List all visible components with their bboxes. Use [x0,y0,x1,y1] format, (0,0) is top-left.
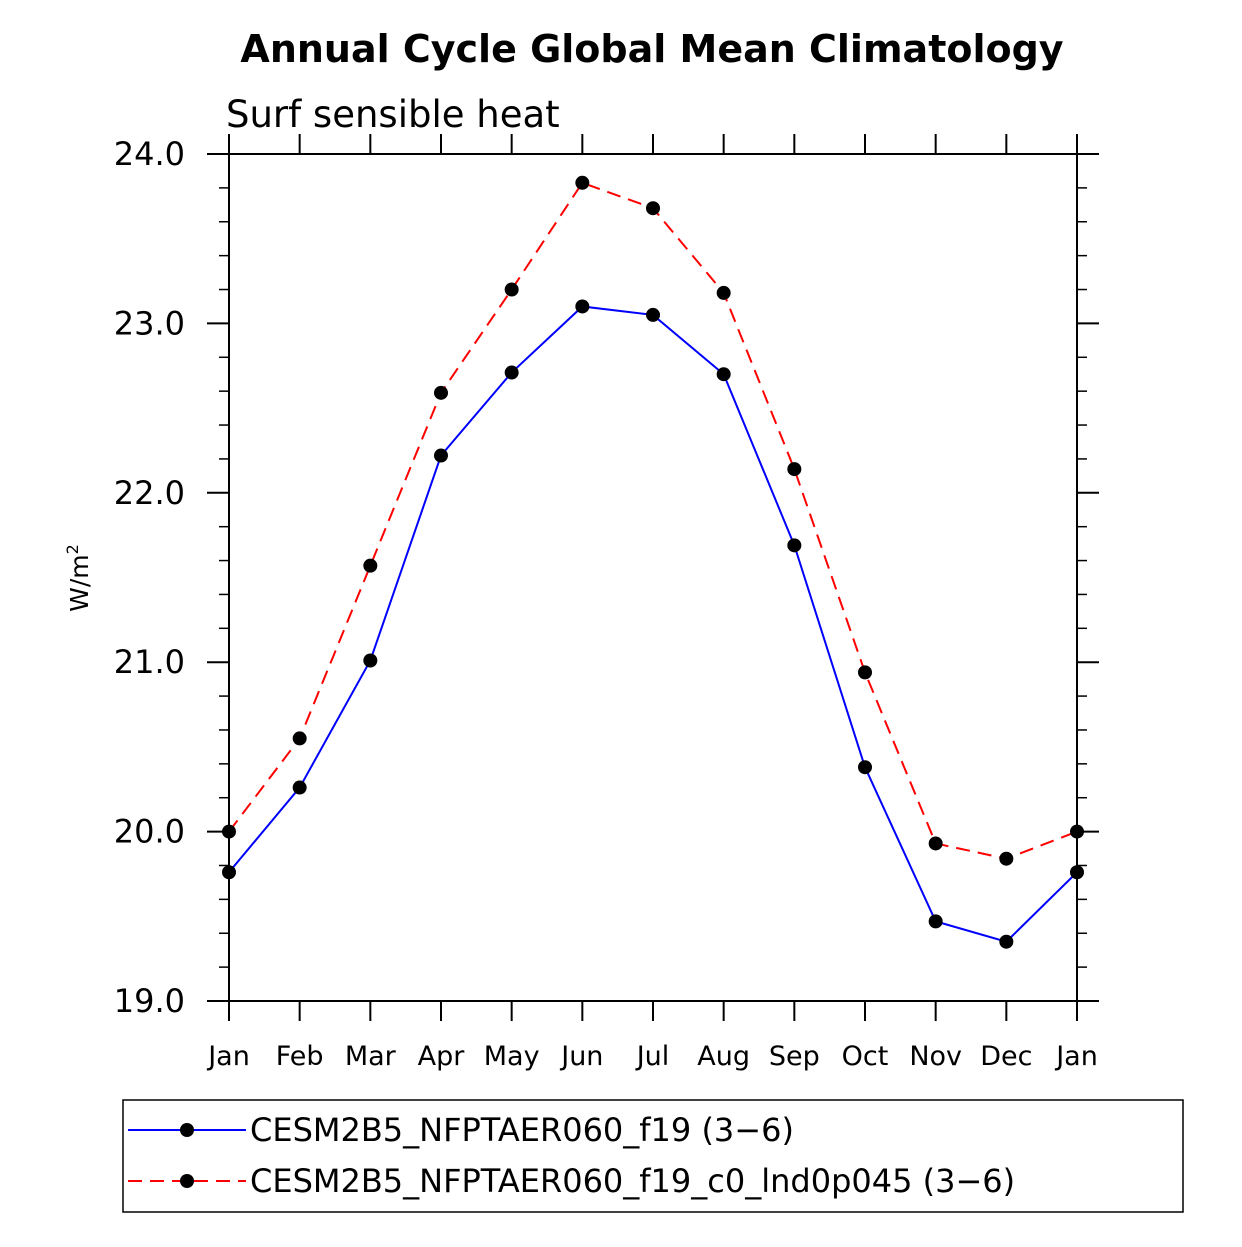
series-line-1 [228,305,1078,943]
chart-title: Annual Cycle Global Mean Climatology [240,27,1063,71]
y-axis-label: W/m2 [63,544,94,612]
series-2-point [222,824,236,839]
series-1-point [363,653,378,668]
series-2-point [575,175,590,190]
series-2-point [999,851,1014,866]
series-1-point [292,780,307,795]
legend-label-1: CESM2B5_NFPTAER060_f19 (3−6) [250,1111,794,1149]
series-1-point [999,934,1014,949]
x-tick-label: Aug [697,1041,750,1072]
plot-frame [228,153,1078,1002]
series-line-2 [228,181,1078,860]
legend-label-2: CESM2B5_NFPTAER060_f19_c0_lnd0p045 (3−6) [250,1162,1015,1200]
series-2-point [292,731,307,746]
series-2-point [1070,824,1084,839]
series-1-point [1070,865,1084,880]
series-1-point [504,365,519,380]
series-2-point [787,462,802,477]
legend-marker-1 [180,1123,194,1137]
series-1-point [575,299,590,314]
x-tick-label: Feb [276,1041,324,1072]
series-1-point [434,448,448,463]
series-1-point [858,760,872,775]
series-1-point [646,307,660,322]
svg-text:W/m2: W/m2 [63,544,94,612]
x-tick-label: Jan [1054,1041,1098,1072]
y-axis-label-superscript: 2 [63,544,82,554]
series-1-point [787,538,802,553]
legend-marker-2 [180,1174,194,1188]
series-2-point [716,285,731,300]
series-2-point [434,385,448,400]
x-tick-label: Nov [909,1041,962,1072]
x-tick-label: May [484,1041,540,1072]
y-tick-label: 23.0 [114,304,185,342]
x-tick-label: Jan [206,1041,250,1072]
series-1-point [928,914,943,929]
y-tick-label: 24.0 [114,135,185,173]
series-2-point [504,282,519,297]
series-2-point [928,836,943,851]
x-tick-label: Jun [559,1041,603,1072]
y-tick-label: 19.0 [114,982,185,1020]
x-tick-label: Oct [842,1041,889,1072]
legend-box [122,1099,1184,1213]
series-2-point [646,201,660,216]
series-2-point [858,665,872,680]
y-tick-label: 22.0 [114,474,185,512]
y-tick-label: 21.0 [114,643,185,681]
series-1-point [222,865,236,880]
x-tick-label: Jul [635,1041,670,1072]
x-tick-label: Mar [345,1041,397,1072]
x-tick-label: Dec [980,1041,1032,1072]
y-tick-label: 20.0 [114,813,185,851]
x-tick-label: Sep [769,1041,820,1072]
chart-subtitle: Surf sensible heat [226,93,560,136]
y-axis-label-text: W/m [65,554,94,612]
x-tick-label: Apr [418,1041,466,1072]
series-1-point [716,367,731,382]
series-2-point [363,558,378,573]
